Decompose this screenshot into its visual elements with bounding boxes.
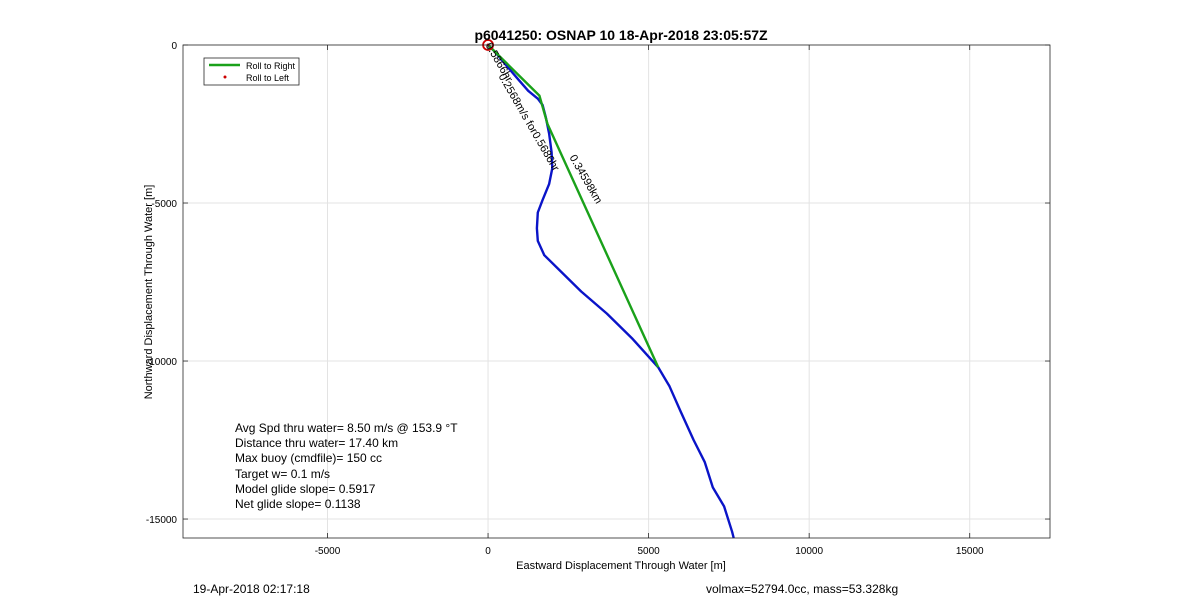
legend-label-roll-to-right: Roll to Right bbox=[246, 61, 296, 71]
y-tick-label: -5000 bbox=[151, 199, 177, 210]
x-tick-label: 15000 bbox=[956, 546, 984, 557]
info-text-block: Avg Spd thru water= 8.50 m/s @ 153.9 °T … bbox=[235, 421, 458, 511]
chart-title: p6041250: OSNAP 10 18-Apr-2018 23:05:57Z bbox=[474, 27, 768, 43]
y-tick-label: 0 bbox=[171, 41, 177, 52]
legend-swatch-roll-to-left bbox=[223, 75, 227, 79]
y-tick-label: -10000 bbox=[146, 357, 178, 368]
info-line-model-glide-slope: Model glide slope= 0.5917 bbox=[235, 482, 376, 496]
x-tick-label: -5000 bbox=[315, 546, 341, 557]
x-tick-label: 0 bbox=[485, 546, 491, 557]
info-line-net-glide-slope: Net glide slope= 0.1138 bbox=[235, 497, 361, 511]
x-axis-label: Eastward Displacement Through Water [m] bbox=[516, 560, 726, 572]
plot-frame bbox=[182, 44, 1051, 539]
legend-label-roll-to-left: Roll to Left bbox=[246, 73, 290, 83]
legend: Roll to Right Roll to Left bbox=[203, 57, 300, 86]
footer-timestamp: 19-Apr-2018 02:17:18 bbox=[193, 582, 310, 596]
info-line-max-buoy: Max buoy (cmdfile)= 150 cc bbox=[235, 451, 382, 465]
x-tick-label: 5000 bbox=[637, 546, 660, 557]
y-tick-label: -15000 bbox=[146, 515, 178, 526]
y-axis-label: Northward Displacement Through Water [m] bbox=[143, 185, 155, 400]
footer-vol-mass: volmax=52794.0cc, mass=53.328kg bbox=[706, 582, 899, 596]
x-tick-label: 10000 bbox=[795, 546, 823, 557]
info-line-distance: Distance thru water= 17.40 km bbox=[235, 436, 398, 450]
series-line-track bbox=[487, 44, 735, 539]
legend-box bbox=[203, 57, 300, 86]
axis-ticks: -5000 0 5000 10000 15000 0 -5000 -10000 -15000 bbox=[146, 41, 1050, 557]
info-line-target-w: Target w= 0.1 m/s bbox=[235, 467, 330, 481]
info-line-avg-speed: Avg Spd thru water= 8.50 m/s @ 153.9 °T bbox=[235, 421, 458, 435]
series-line-roll-to-right bbox=[487, 44, 660, 368]
